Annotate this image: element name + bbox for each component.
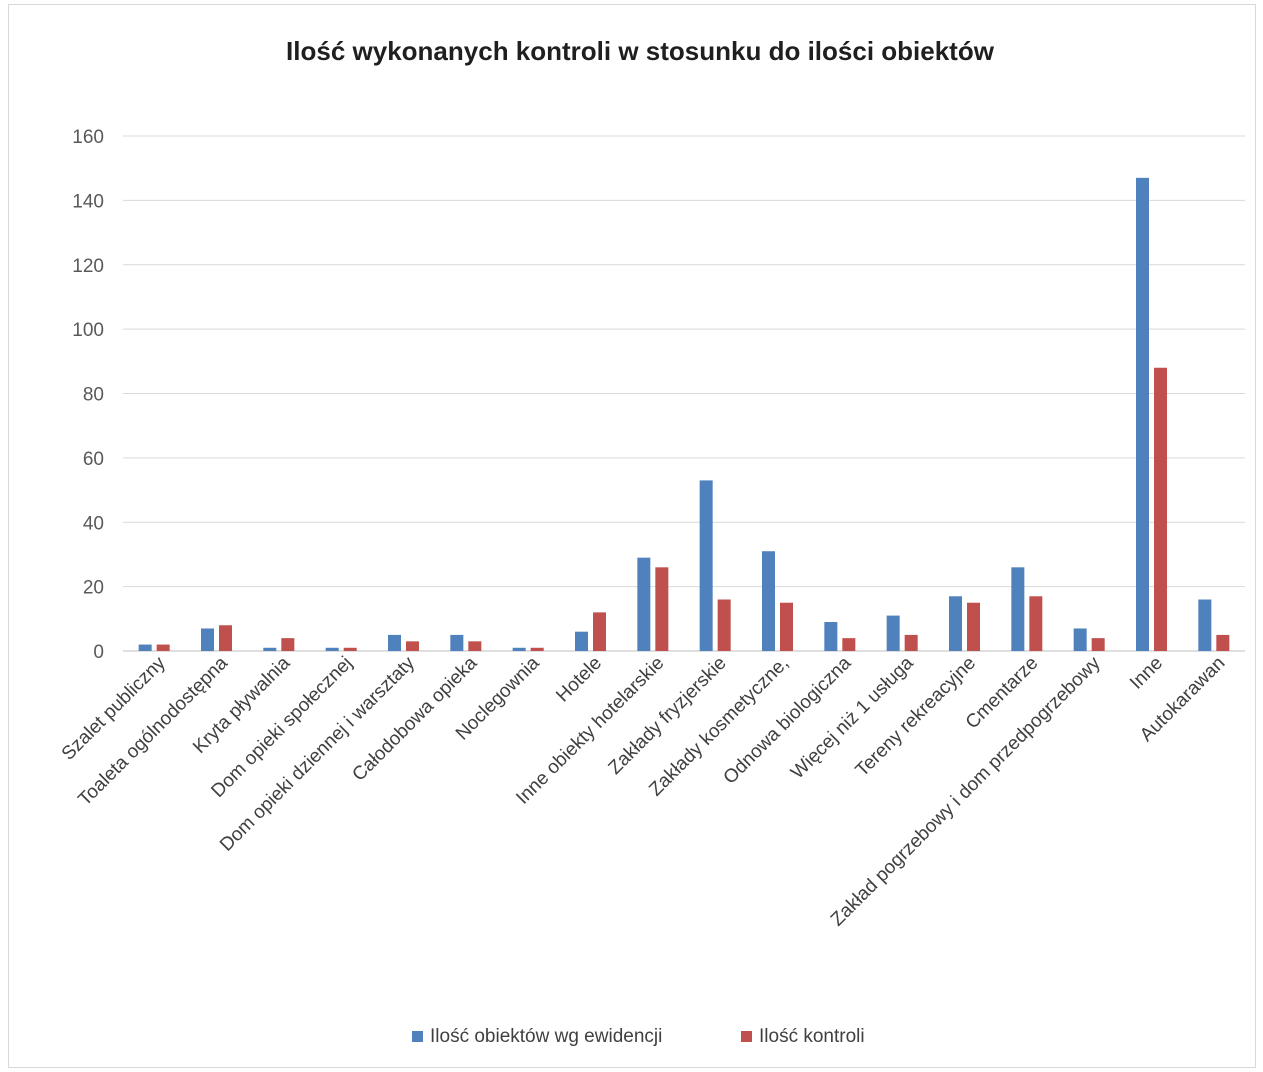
bar-controls <box>156 644 170 651</box>
bar-controls <box>904 634 918 651</box>
bar-objects <box>762 551 775 651</box>
bar-objects <box>575 631 588 651</box>
gridlines <box>123 135 1245 652</box>
bar-controls <box>780 602 793 651</box>
bar-objects <box>201 628 214 651</box>
x-category-label: Inne <box>1126 653 1167 694</box>
bar-objects <box>1136 177 1149 651</box>
bar-controls <box>1029 596 1043 651</box>
bar-objects <box>1073 628 1087 651</box>
bar-objects <box>263 647 277 651</box>
bar-controls <box>343 647 357 651</box>
y-tick-label: 100 <box>72 320 104 341</box>
bar-controls <box>406 641 419 651</box>
x-category-label: Tereny rekreacyjne <box>852 653 980 781</box>
bar-objects <box>824 622 838 651</box>
legend-label: Ilość kontroli <box>759 1026 865 1047</box>
bar-objects <box>1011 567 1025 651</box>
bar-controls <box>1216 634 1230 651</box>
bar-objects <box>637 557 651 651</box>
bar-controls <box>1091 638 1105 651</box>
y-tick-label: 80 <box>83 385 104 406</box>
y-tick-label: 60 <box>83 449 104 470</box>
bar-controls <box>842 638 856 651</box>
bar-controls <box>593 612 606 651</box>
bars <box>138 177 1230 651</box>
bar-controls <box>281 638 295 651</box>
bar-objects <box>512 647 526 651</box>
bar-controls <box>530 647 544 651</box>
bar-controls <box>219 625 232 651</box>
bar-objects <box>699 480 713 651</box>
x-category-label: Szalet publiczny <box>58 652 170 764</box>
bar-objects <box>138 644 152 651</box>
bar-objects <box>949 596 962 651</box>
bar-controls <box>655 567 669 651</box>
bar-controls <box>1154 367 1167 651</box>
bar-objects <box>325 647 339 651</box>
bar-objects <box>388 634 401 651</box>
bar-objects <box>1198 599 1212 651</box>
y-tick-label: 140 <box>72 191 104 212</box>
bar-objects <box>886 615 900 651</box>
legend-label: Ilość obiektów wg ewidencji <box>430 1026 662 1047</box>
x-category-label: Więcej niż 1 usługa <box>787 652 918 783</box>
chart-frame <box>8 4 1256 1068</box>
bar-objects <box>450 634 464 651</box>
bar-controls <box>967 602 980 651</box>
y-tick-label: 40 <box>83 513 104 534</box>
legend: Ilość obiektów wg ewidencji Ilość kontrol… <box>412 1026 865 1047</box>
bar-controls <box>468 641 482 651</box>
y-tick-label: 120 <box>72 256 104 277</box>
y-tick-label: 20 <box>83 578 104 599</box>
chart-title: Ilość wykonanych kontroli w stosunku do … <box>286 36 995 66</box>
x-category-label: Zakłady fryzjerskie <box>605 653 731 779</box>
y-tick-label: 160 <box>72 127 104 148</box>
y-axis-ticks: 0 20 40 60 80 100 120 140 160 <box>72 127 104 663</box>
legend-swatch <box>412 1031 423 1042</box>
legend-swatch <box>741 1031 752 1042</box>
y-tick-label: 0 <box>93 642 104 663</box>
x-category-label: Hotele <box>552 653 606 707</box>
bar-controls <box>717 599 731 651</box>
